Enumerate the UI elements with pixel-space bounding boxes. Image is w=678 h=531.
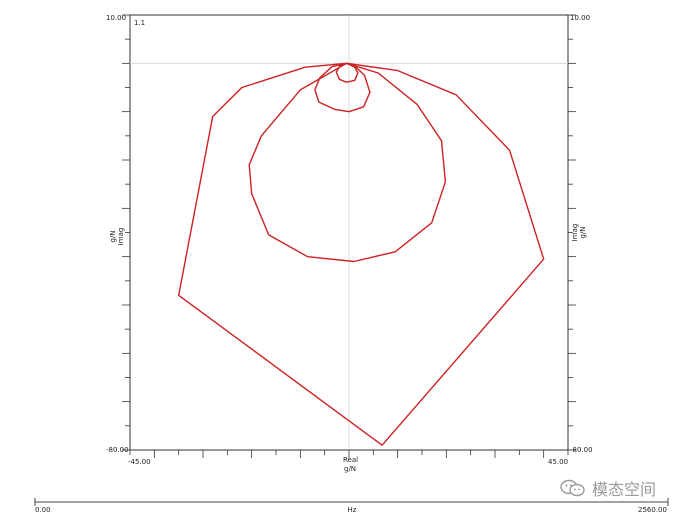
freq-axis-max-label: 2560.00 xyxy=(638,506,667,514)
watermark: 模态空间 xyxy=(560,476,656,500)
x-axis-label-unit: g/N xyxy=(344,465,356,473)
freq-axis-unit-label: Hz xyxy=(348,506,357,514)
y-tick-label-max-right: 10.00 xyxy=(570,14,590,22)
view-label: 1.1 xyxy=(134,19,145,27)
y-axis-label-right: Imag g/N xyxy=(571,224,587,242)
wechat-icon xyxy=(560,479,586,497)
y-axis-label-left: g/N Imag xyxy=(109,228,125,246)
watermark-text: 模态空间 xyxy=(591,480,656,499)
x-tick-label-min: -45.00 xyxy=(128,458,151,466)
y-tick-label-min-right: -80.00 xyxy=(570,446,593,454)
series-line-4 xyxy=(335,62,359,83)
y-tick-label-max-left: 10.00 xyxy=(106,14,126,22)
series-line-1 xyxy=(177,62,545,446)
x-tick-label-max: 45.00 xyxy=(548,458,568,466)
y-tick-label-min-left: -80.00 xyxy=(106,446,129,454)
y-axis-label-left-unit: g/N xyxy=(109,230,117,242)
series-line-3 xyxy=(314,62,371,113)
x-axis-label-real: Real xyxy=(343,456,358,464)
freq-axis-min-label: 0.00 xyxy=(35,506,51,514)
y-axis-label-right-unit: g/N xyxy=(579,226,587,238)
y-axis-label-right-imag: Imag xyxy=(571,224,579,242)
series-line-2 xyxy=(248,62,447,263)
y-axis-label-left-imag: Imag xyxy=(117,228,125,246)
